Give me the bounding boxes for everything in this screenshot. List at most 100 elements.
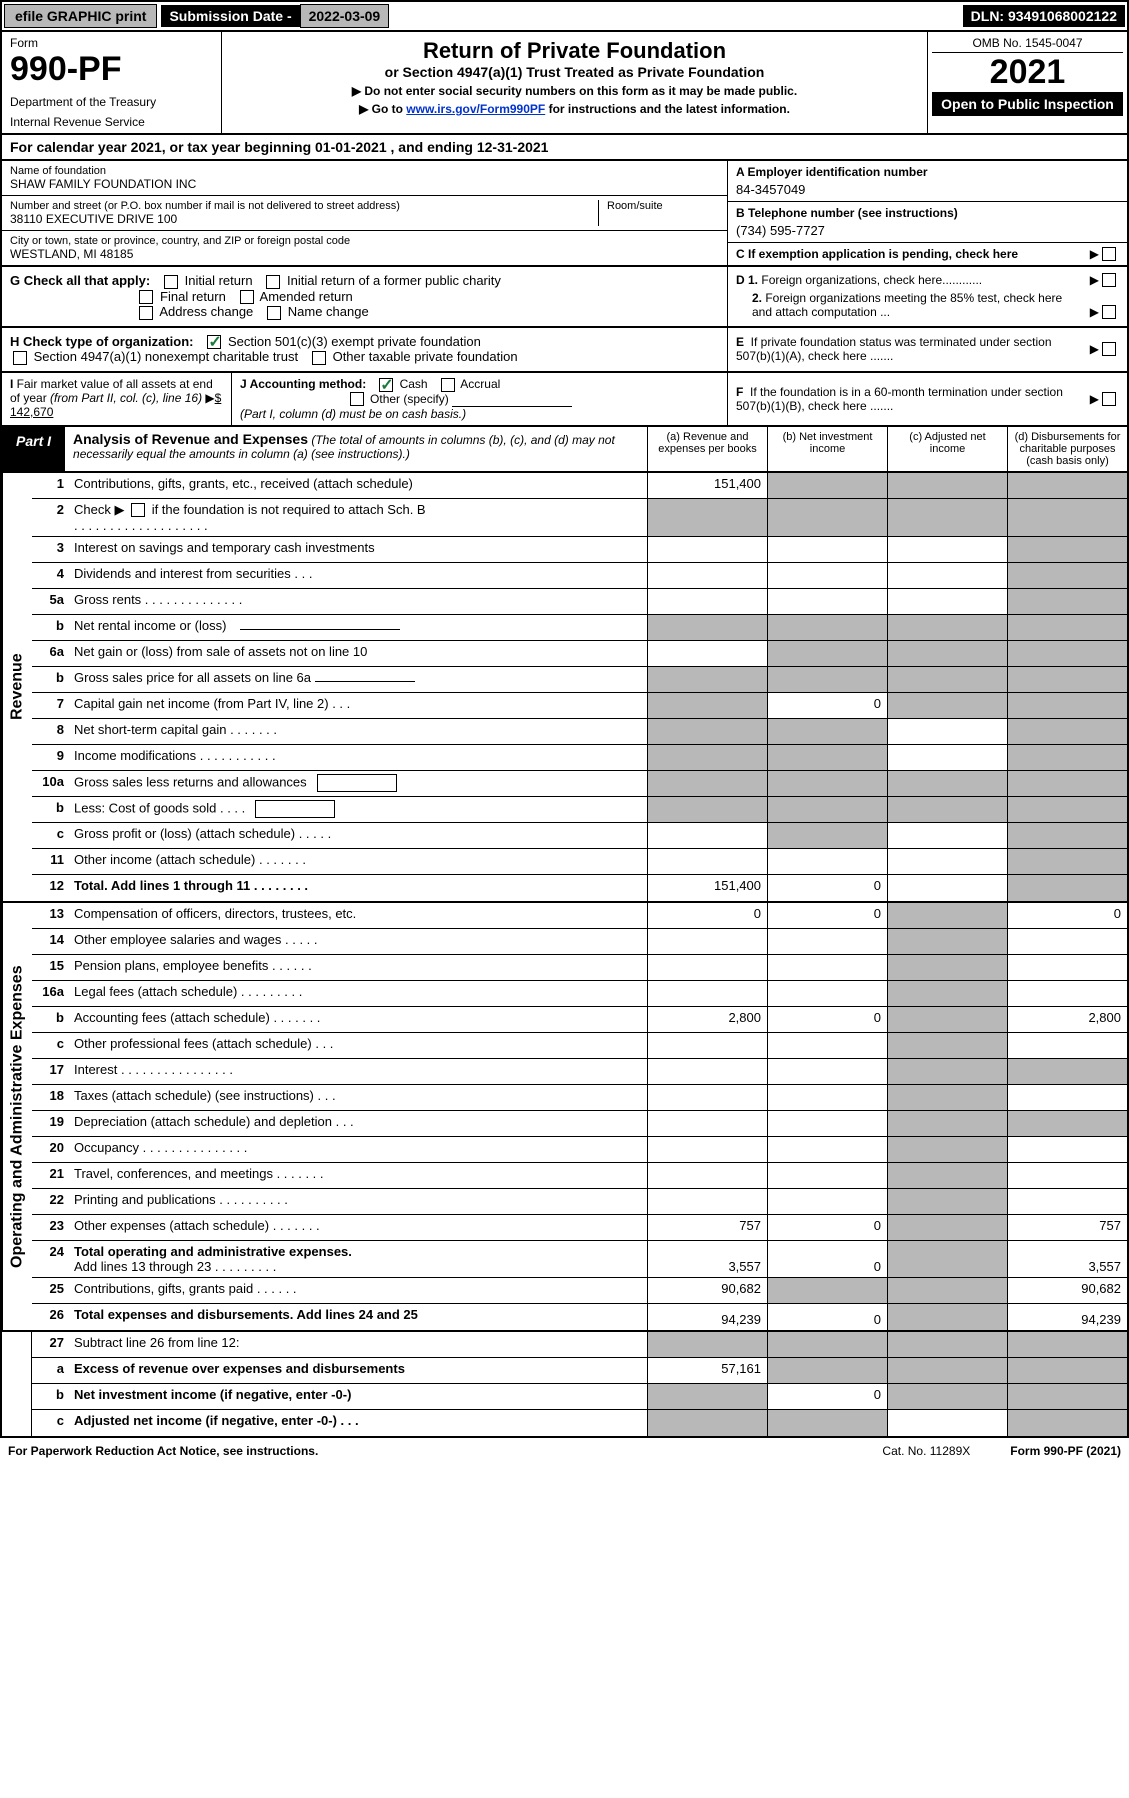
page-footer: For Paperwork Reduction Act Notice, see … [0, 1438, 1129, 1464]
addr-label: Number and street (or P.O. box number if… [10, 200, 590, 212]
d-section: D 1. D 1. Foreign organizations, check h… [727, 267, 1127, 326]
g-d-row: G Check all that apply: Initial return I… [0, 267, 1129, 328]
row-8: 8Net short-term capital gain . . . . . .… [32, 719, 1127, 745]
expenses-table: Operating and Administrative Expenses 13… [0, 903, 1129, 1332]
g-final-checkbox[interactable] [139, 290, 153, 304]
col-c-header: (c) Adjusted net income [887, 427, 1007, 471]
h-501c3-checkbox[interactable] [207, 335, 221, 349]
revenue-side-label: Revenue [2, 473, 32, 901]
dept-treasury: Department of the Treasury [10, 95, 213, 109]
g-section: G Check all that apply: Initial return I… [2, 267, 727, 326]
row-27a: aExcess of revenue over expenses and dis… [32, 1358, 1127, 1384]
row-25: 25Contributions, gifts, grants paid . . … [32, 1278, 1127, 1304]
g-name-checkbox[interactable] [267, 306, 281, 320]
city-row: City or town, state or province, country… [2, 231, 727, 265]
h-other-checkbox[interactable] [312, 351, 326, 365]
row-27b: bNet investment income (if negative, ent… [32, 1384, 1127, 1410]
j-cash-checkbox[interactable] [379, 378, 393, 392]
foundation-info: Name of foundation SHAW FAMILY FOUNDATIO… [0, 161, 1129, 267]
foundation-name: SHAW FAMILY FOUNDATION INC [10, 177, 719, 191]
row-12: 12Total. Add lines 1 through 11 . . . . … [32, 875, 1127, 901]
row-5b: bNet rental income or (loss) [32, 615, 1127, 641]
tax-year: 2021 [932, 53, 1123, 92]
g-address-checkbox[interactable] [139, 306, 153, 320]
sch-b-checkbox[interactable] [131, 503, 145, 517]
row-26: 26Total expenses and disbursements. Add … [32, 1304, 1127, 1330]
row-23: 23Other expenses (attach schedule) . . .… [32, 1215, 1127, 1241]
row-13: 13Compensation of officers, directors, t… [32, 903, 1127, 929]
g-initial-former-checkbox[interactable] [266, 275, 280, 289]
submission-date-label: Submission Date - [161, 5, 299, 27]
part1-header: Part I Analysis of Revenue and Expenses … [0, 427, 1129, 473]
row-11: 11Other income (attach schedule) . . . .… [32, 849, 1127, 875]
form-number: 990-PF [10, 50, 213, 89]
row-3: 3Interest on savings and temporary cash … [32, 537, 1127, 563]
row-16a: 16aLegal fees (attach schedule) . . . . … [32, 981, 1127, 1007]
dln-value: DLN: 93491068002122 [963, 5, 1125, 27]
addr-value: 38110 EXECUTIVE DRIVE 100 [10, 212, 590, 226]
row-15: 15Pension plans, employee benefits . . .… [32, 955, 1127, 981]
row-17: 17Interest . . . . . . . . . . . . . . .… [32, 1059, 1127, 1085]
column-headers: (a) Revenue and expenses per books (b) N… [647, 427, 1127, 471]
instr-no-ssn: ▶ Do not enter social security numbers o… [228, 84, 921, 98]
g-amended-checkbox[interactable] [240, 290, 254, 304]
row-18: 18Taxes (attach schedule) (see instructi… [32, 1085, 1127, 1111]
row-7: 7Capital gain net income (from Part IV, … [32, 693, 1127, 719]
arrow-icon: ▶ [1090, 273, 1099, 287]
form-subtitle: or Section 4947(a)(1) Trust Treated as P… [228, 64, 921, 80]
d1-checkbox[interactable] [1102, 273, 1116, 287]
header-right: OMB No. 1545-0047 2021 Open to Public In… [927, 32, 1127, 133]
col-a-header: (a) Revenue and expenses per books [647, 427, 767, 471]
h-4947-checkbox[interactable] [13, 351, 27, 365]
address-row: Number and street (or P.O. box number if… [2, 196, 727, 231]
irs-link[interactable]: www.irs.gov/Form990PF [406, 102, 545, 116]
row-16c: cOther professional fees (attach schedul… [32, 1033, 1127, 1059]
omb-number: OMB No. 1545-0047 [932, 36, 1123, 53]
form-label: Form [10, 36, 213, 50]
part1-desc: Analysis of Revenue and Expenses (The to… [65, 427, 647, 471]
d2-checkbox[interactable] [1102, 305, 1116, 319]
city-value: WESTLAND, MI 48185 [10, 247, 719, 261]
c-label: C If exemption application is pending, c… [736, 247, 1084, 261]
row-4: 4Dividends and interest from securities … [32, 563, 1127, 589]
row-9: 9Income modifications . . . . . . . . . … [32, 745, 1127, 771]
open-to-public: Open to Public Inspection [932, 92, 1123, 116]
expenses-side-label: Operating and Administrative Expenses [2, 903, 32, 1330]
row-21: 21Travel, conferences, and meetings . . … [32, 1163, 1127, 1189]
submission-date-value: 2022-03-09 [300, 4, 390, 28]
f-checkbox[interactable] [1102, 392, 1116, 406]
row-20: 20Occupancy . . . . . . . . . . . . . . … [32, 1137, 1127, 1163]
form-header: Form 990-PF Department of the Treasury I… [0, 32, 1129, 135]
calendar-year-row: For calendar year 2021, or tax year begi… [0, 135, 1129, 161]
j-accrual-checkbox[interactable] [441, 378, 455, 392]
row-14: 14Other employee salaries and wages . . … [32, 929, 1127, 955]
c-checkbox[interactable] [1102, 247, 1116, 261]
ijf-row: I Fair market value of all assets at end… [0, 373, 1129, 427]
h-label: H Check type of organization: [10, 334, 193, 349]
form-title: Return of Private Foundation [228, 38, 921, 64]
row-19: 19Depreciation (attach schedule) and dep… [32, 1111, 1127, 1137]
j-other-checkbox[interactable] [350, 392, 364, 406]
ein-value: 84-3457049 [736, 182, 1119, 197]
city-label: City or town, state or province, country… [10, 235, 719, 247]
line27-table: 27Subtract line 26 from line 12: aExcess… [0, 1332, 1129, 1438]
efile-print-button[interactable]: efile GRAPHIC print [4, 4, 157, 28]
row-16b: bAccounting fees (attach schedule) . . .… [32, 1007, 1127, 1033]
f-section: F If the foundation is in a 60-month ter… [727, 373, 1127, 425]
exemption-row: C If exemption application is pending, c… [728, 243, 1127, 265]
j-section: J Accounting method: Cash Accrual Other … [232, 373, 727, 425]
row-10b: bLess: Cost of goods sold . . . . [32, 797, 1127, 823]
ein-row: A Employer identification number 84-3457… [728, 161, 1127, 202]
g-initial-checkbox[interactable] [164, 275, 178, 289]
ein-label: A Employer identification number [736, 165, 1119, 179]
revenue-table: Revenue 1Contributions, gifts, grants, e… [0, 473, 1129, 903]
part1-label: Part I [2, 427, 65, 471]
i-section: I Fair market value of all assets at end… [2, 373, 232, 425]
h-e-row: H Check type of organization: Section 50… [0, 328, 1129, 373]
cat-number: Cat. No. 11289X [882, 1444, 970, 1458]
header-center: Return of Private Foundation or Section … [222, 32, 927, 133]
form-reference: Form 990-PF (2021) [1010, 1444, 1121, 1458]
row-1: 1Contributions, gifts, grants, etc., rec… [32, 473, 1127, 499]
e-checkbox[interactable] [1102, 342, 1116, 356]
row-27: 27Subtract line 26 from line 12: [32, 1332, 1127, 1358]
